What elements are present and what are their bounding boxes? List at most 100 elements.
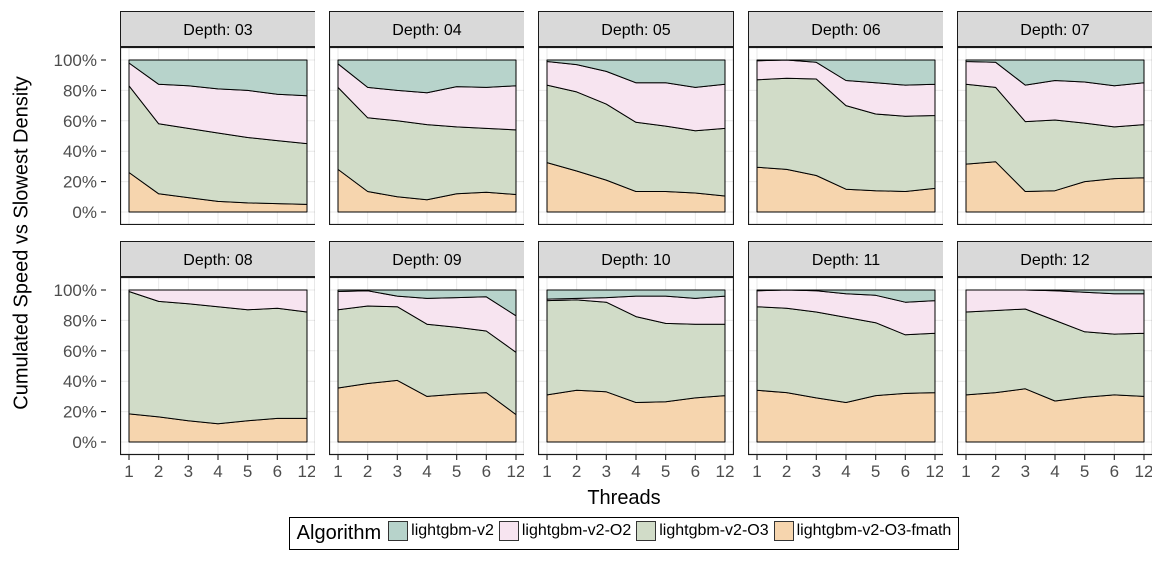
x-tick-label: 5 (452, 462, 461, 481)
legend-item: lightgbm-v2 (388, 521, 494, 541)
x-tick-label: 12 (925, 462, 943, 481)
area-lightgbm-v2 (128, 59, 308, 97)
panel-border (538, 46, 734, 225)
facet-strip (119, 241, 316, 277)
legend-title: Algorithm (296, 522, 382, 544)
facet-strip (747, 11, 943, 47)
legend-item: lightgbm-v2-O3-fmath (773, 521, 952, 541)
panel-border (119, 276, 316, 456)
facet-strip-label: Depth: 09 (392, 252, 461, 269)
facet-strip-label: Depth: 03 (183, 22, 252, 39)
panel-border (956, 46, 1152, 225)
legend-items: lightgbm-v2 lightgbm-v2-O2 lightgbm-v2-O3 l… (388, 521, 951, 546)
x-tick-label: 2 (154, 462, 163, 481)
x-tick-label: 3 (183, 462, 192, 481)
y-tick-label: 0% (72, 433, 97, 452)
x-tick-label: 4 (422, 462, 431, 481)
legend-item: lightgbm-v2-O3 (636, 521, 769, 541)
y-tick-label: 100% (54, 281, 97, 300)
x-tick-label: 4 (632, 462, 641, 481)
facet-strip (119, 11, 316, 47)
x-tick-label: 3 (1020, 462, 1029, 481)
area-lightgbm-v2 (965, 59, 1145, 87)
panel-border (119, 46, 316, 225)
facet-strip (956, 241, 1152, 277)
y-tick-label: 0% (72, 203, 97, 222)
x-tick-label: 1 (961, 462, 970, 481)
y-axis-gutter: 0% 20% 40% 60% 80% 100% (54, 51, 106, 222)
x-tick-label: 2 (572, 462, 581, 481)
area-lightgbm-v2 (756, 59, 936, 86)
x-tick-label: 5 (243, 462, 252, 481)
x-tick-label: 5 (870, 462, 879, 481)
x-tick-label: 4 (841, 462, 850, 481)
y-tick-label: 80% (63, 81, 97, 100)
x-tick-label: 12 (297, 462, 315, 481)
facet-panel: Depth: 121 2 3 4 5 6 12 (956, 241, 1152, 481)
facet-panel: Depth: 081 2 3 4 5 6 12 (119, 241, 316, 481)
legend-item-label: lightgbm-v2 (411, 522, 494, 539)
y-axis-gutter: 0% 20% 40% 60% 80% 100% (54, 281, 106, 452)
facet-strip-label: Depth: 05 (602, 22, 671, 39)
x-tick-label: 3 (602, 462, 611, 481)
area-lightgbm-v2 (965, 289, 1145, 295)
facet-strip-label: Depth: 10 (602, 252, 671, 269)
y-tick-label: 60% (63, 342, 97, 361)
y-axis-title: Cumulated Speed vs Slowest Density (10, 76, 33, 410)
x-tick-label: 1 (752, 462, 761, 481)
facet-strip-label: Depth: 11 (811, 252, 879, 269)
x-tick-label: 12 (507, 462, 525, 481)
facet-strip-label: Depth: 12 (1020, 252, 1089, 269)
panel-border (329, 46, 525, 225)
area-lightgbm-v2 (337, 289, 517, 317)
panel-border (747, 46, 943, 225)
facet-panel: Depth: 04 (329, 11, 525, 225)
x-tick-label: 4 (1050, 462, 1059, 481)
legend-item: lightgbm-v2-O2 (498, 521, 632, 541)
facet-strip (747, 241, 943, 277)
area-lightgbm-v2-O3 (128, 291, 308, 425)
legend-item-label: lightgbm-v2-O3 (659, 522, 769, 539)
y-tick-label: 40% (63, 142, 97, 161)
panel-border (329, 276, 525, 456)
legend-swatch (636, 521, 657, 541)
panel-border (747, 276, 943, 456)
x-tick-label: 3 (393, 462, 402, 481)
x-tick-label: 1 (333, 462, 342, 481)
x-tick-label: 2 (781, 462, 790, 481)
facet-strip (329, 241, 525, 277)
facet-panel: Depth: 06 (747, 11, 943, 225)
facet-panel: Depth: 091 2 3 4 5 6 12 (329, 241, 525, 481)
facet-row-1: 0% 20% 40% 60% 80% 100% Depth: 03 Depth: 04 Dept… (48, 11, 1152, 225)
x-tick-label: 2 (991, 462, 1000, 481)
legend-swatch (773, 521, 794, 541)
facet-strip-label: Depth: 04 (392, 22, 461, 39)
facet-panel: Depth: 07 (956, 11, 1152, 225)
x-tick-label: 2 (363, 462, 372, 481)
area-lightgbm-v2 (337, 59, 517, 94)
legend: Algorithm lightgbm-v2 lightgbm-v2-O2 light… (106, 517, 1142, 550)
legend-item-label: lightgbm-v2-O2 (521, 522, 632, 539)
area-lightgbm-v2 (546, 59, 726, 88)
x-axis-title: Threads (587, 487, 661, 509)
area-lightgbm-v2 (546, 289, 726, 300)
facet-panel: Depth: 03 (119, 11, 316, 225)
area-lightgbm-v2 (756, 289, 936, 303)
facet-strip-label: Depth: 07 (1020, 22, 1089, 39)
legend-item-label: lightgbm-v2-O3-fmath (796, 522, 952, 539)
facet-strip (329, 11, 525, 47)
x-tick-label: 5 (661, 462, 670, 481)
x-tick-label: 5 (1080, 462, 1089, 481)
legend-swatch (498, 521, 519, 541)
facet-panel: Depth: 05 (538, 11, 734, 225)
y-tick-label: 40% (63, 372, 97, 391)
x-tick-label: 12 (1134, 462, 1152, 481)
x-tick-label: 6 (691, 462, 700, 481)
x-tick-label: 6 (1109, 462, 1118, 481)
facet-panel: Depth: 111 2 3 4 5 6 12 (747, 241, 943, 481)
facet-strip (538, 11, 734, 47)
facet-panel: Depth: 101 2 3 4 5 6 12 (538, 241, 734, 481)
y-tick-label: 100% (54, 51, 97, 70)
facet-row-2: 0% 20% 40% 60% 80% 100% Depth: 08 1 2 3 4 5 6 12 Depth… (48, 241, 1152, 483)
